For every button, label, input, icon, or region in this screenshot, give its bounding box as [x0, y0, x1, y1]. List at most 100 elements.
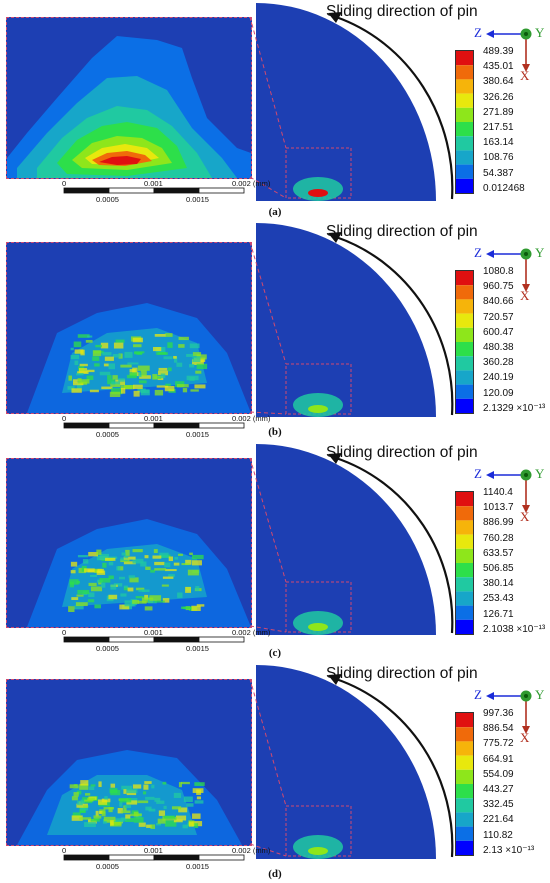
contour-speck — [121, 785, 133, 790]
legend-swatch — [456, 107, 473, 122]
color-legend: 997.36 886.54 775.72 664.91 554.09 443.27 332.… — [455, 708, 550, 862]
contour-speck — [192, 788, 204, 793]
contour-speck — [107, 378, 115, 385]
scale-tick-0: 0 — [62, 414, 67, 423]
contour-speck — [168, 574, 175, 577]
contour-speck — [74, 360, 79, 366]
coordinate-axes-icon: Z Y X — [472, 463, 550, 524]
contour-speck — [196, 363, 208, 370]
contour-speck — [78, 379, 90, 384]
contour-speck — [189, 376, 195, 381]
contour-speck — [85, 793, 91, 796]
contour-speck — [108, 561, 114, 566]
scale-subtick-1: 0.0015 — [186, 644, 209, 653]
contour-speck — [111, 388, 123, 395]
contour-speck — [138, 589, 145, 592]
scale-tick-1: 0.001 — [144, 846, 163, 855]
contour-speck — [108, 807, 113, 813]
panel-caption-text: (a) — [268, 206, 282, 218]
contour-speck — [175, 815, 187, 821]
contour-speck — [145, 566, 151, 570]
legend-tick: 380.64 — [483, 76, 514, 88]
contour-speck — [141, 597, 154, 603]
contour-speck — [71, 388, 82, 393]
wear-spot-core — [308, 623, 328, 631]
legend-swatch — [456, 755, 473, 770]
panel-title: Sliding direction of pin — [326, 665, 478, 683]
contour-speck — [132, 549, 143, 553]
panel-caption: (b) — [0, 426, 550, 438]
contour-speck — [125, 814, 131, 819]
contour-speck — [126, 788, 138, 794]
scale-tick-2: 0.002 (mm) — [232, 628, 271, 637]
arrow-head-icon — [328, 12, 342, 23]
contour-speck — [105, 557, 116, 561]
contour-speck — [88, 551, 99, 557]
contour-speck — [154, 568, 167, 571]
legend-tick: 54.387 — [483, 167, 514, 179]
contour-speck — [186, 353, 194, 357]
panel-caption: (a) — [0, 206, 550, 218]
contour-speck — [152, 555, 162, 559]
contour-speck — [159, 552, 169, 558]
contour-speck — [167, 342, 173, 348]
contour-speck — [185, 586, 192, 593]
contour-speck — [145, 806, 152, 811]
contour-speck — [158, 370, 169, 376]
axis-y-label: Y — [535, 687, 545, 702]
legend-swatch — [456, 93, 473, 108]
contour-speck — [173, 792, 182, 798]
quarter-disk-view — [256, 444, 456, 637]
quarter-disk-plot — [256, 223, 454, 417]
scale-tick-1: 0.001 — [144, 179, 163, 188]
contour-speck — [77, 334, 90, 338]
contour-speck — [103, 363, 109, 367]
contour-speck — [181, 563, 190, 566]
legend-swatch — [456, 741, 473, 756]
legend-tick: 960.75 — [483, 281, 514, 293]
legend-swatch — [456, 784, 473, 799]
contour-speck — [79, 817, 92, 820]
contour-speck — [135, 596, 144, 599]
contour-speck — [86, 375, 94, 380]
contour-speck — [124, 804, 132, 809]
contour-speck — [120, 385, 133, 390]
contour-speck — [158, 367, 168, 371]
contour-speck — [80, 799, 85, 804]
contour-speck — [121, 552, 126, 556]
contour-speck — [137, 800, 149, 804]
contour-speck — [196, 354, 207, 360]
contour-speck — [144, 781, 152, 784]
contour-speck — [87, 797, 95, 801]
panel-caption-text: (d) — [268, 868, 282, 880]
contour-speck — [132, 599, 140, 604]
contour-speck — [70, 354, 80, 360]
contour-speck — [118, 378, 125, 382]
figure-panel-c: Sliding direction of pin Z Y X 1140.4 1013.7 8… — [0, 441, 550, 662]
contour-speck — [99, 811, 103, 815]
contour-speck — [127, 587, 134, 592]
contour-speck — [77, 589, 90, 595]
contour-speck — [70, 561, 78, 567]
contour-speck — [194, 384, 206, 389]
contour-speck — [132, 337, 143, 343]
contour-speck — [80, 807, 89, 811]
contour-speck — [102, 562, 107, 568]
contour-speck — [124, 555, 129, 559]
contour-speck — [195, 370, 202, 374]
legend-swatch — [456, 591, 473, 606]
contour-speck — [119, 604, 130, 610]
contour-speck — [95, 810, 99, 817]
contour-speck — [128, 575, 136, 579]
axis-x-label: X — [520, 288, 530, 303]
contour-speck — [188, 821, 194, 827]
legend-swatch — [456, 840, 473, 855]
legend-swatch — [456, 299, 473, 314]
contour-speck — [182, 824, 188, 829]
scale-tick-0: 0 — [62, 628, 67, 637]
sliding-arrow-icon — [335, 456, 454, 634]
contour-speck — [138, 822, 146, 827]
contour-speck — [110, 820, 114, 826]
legend-color-bar — [455, 50, 474, 194]
contour-speck — [120, 387, 126, 394]
